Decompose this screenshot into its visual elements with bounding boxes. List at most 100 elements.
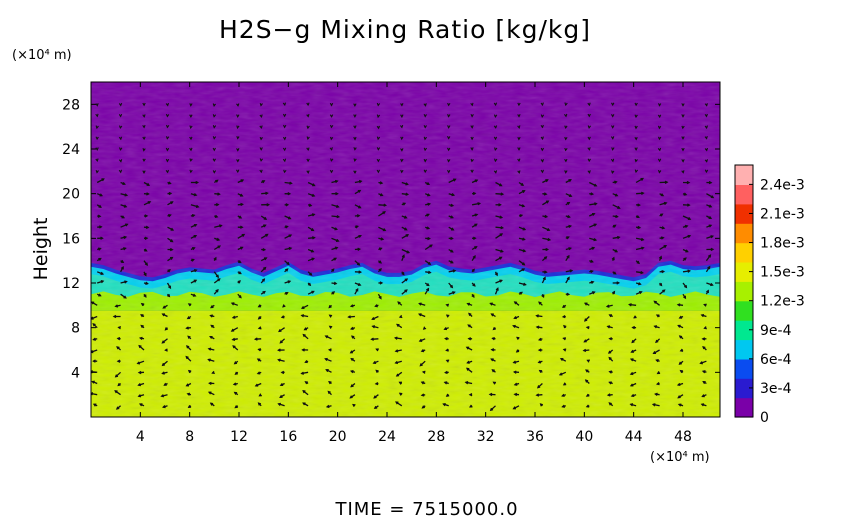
velocity-vector-head <box>634 169 639 174</box>
velocity-vector-head <box>660 236 665 240</box>
velocity-vector-head <box>540 114 545 119</box>
velocity-vector-head <box>161 340 165 344</box>
velocity-vector-head <box>123 204 128 208</box>
velocity-vector-head <box>306 102 310 107</box>
velocity-vector-head <box>138 344 142 349</box>
velocity-vector-head <box>703 303 707 307</box>
velocity-vector-head <box>304 381 308 385</box>
velocity-vector-head <box>280 315 285 319</box>
velocity-vector <box>448 178 456 184</box>
velocity-vector-head <box>583 318 588 322</box>
velocity-vector <box>706 193 714 199</box>
velocity-vector-head <box>472 283 476 287</box>
velocity-vector-head <box>562 382 567 386</box>
velocity-vector-head <box>402 202 407 206</box>
velocity-vector-head <box>651 403 656 407</box>
velocity-vector-head <box>639 291 643 295</box>
velocity-vector-head <box>375 369 379 373</box>
velocity-vector-head <box>92 359 96 363</box>
velocity-vector-head <box>418 302 422 306</box>
velocity-vector-head <box>400 103 404 107</box>
x-tick-label: 16 <box>279 429 297 445</box>
velocity-vector-head <box>427 261 432 265</box>
velocity-vector-head <box>564 102 568 107</box>
velocity-vector-head <box>146 192 150 196</box>
velocity-vector-head <box>187 404 192 409</box>
velocity-vector-head <box>207 358 211 362</box>
velocity-vector-head <box>145 281 149 286</box>
velocity-vector-head <box>170 239 174 243</box>
velocity-vector-head <box>445 393 450 397</box>
velocity-vector-head <box>262 290 266 295</box>
velocity-vector-head <box>629 403 634 407</box>
velocity-vector-head <box>330 158 334 162</box>
colorbar-label: 2.1e-3 <box>760 206 805 222</box>
velocity-vector-head <box>259 136 263 141</box>
velocity-vector-head <box>231 315 236 319</box>
velocity-vector-head <box>164 348 168 352</box>
velocity-vector-head <box>373 405 378 409</box>
velocity-vector <box>378 204 386 206</box>
velocity-vector <box>307 181 315 187</box>
velocity-vector-head <box>137 394 142 398</box>
velocity-vector <box>495 193 504 195</box>
velocity-vector-head <box>517 158 521 163</box>
velocity-vector-head <box>540 169 545 174</box>
x-tick-label: 36 <box>526 429 544 445</box>
velocity-vector-head <box>259 169 263 174</box>
velocity-vector-head <box>444 337 448 341</box>
colorbar-label: 3e-4 <box>760 381 792 397</box>
velocity-vector-head <box>701 337 706 341</box>
velocity-vector-head <box>567 215 571 219</box>
velocity-vector-head <box>259 125 263 130</box>
velocity-vector-head <box>491 369 495 373</box>
velocity-vector-head <box>193 223 198 227</box>
velocity-vector <box>378 211 386 217</box>
velocity-vector-head <box>587 102 591 107</box>
velocity-vector-head <box>611 256 615 261</box>
velocity-vector-head <box>522 227 527 231</box>
velocity-vector-head <box>123 235 128 240</box>
velocity-vector-head <box>165 113 170 118</box>
velocity-vector-head <box>163 382 167 386</box>
velocity-vector-head <box>213 256 217 261</box>
velocity-vector-head <box>349 350 354 354</box>
velocity-vector-head <box>265 191 269 195</box>
velocity-vector-head <box>499 233 504 237</box>
velocity-vector-head <box>593 238 598 242</box>
velocity-vector-head <box>95 136 99 141</box>
velocity-vector-head <box>564 158 568 163</box>
velocity-vector-head <box>547 237 552 242</box>
velocity-vector-head <box>285 291 289 296</box>
x-tick-label: 28 <box>427 429 445 445</box>
velocity-vector-head <box>630 349 634 353</box>
velocity-vector-head <box>535 314 539 318</box>
velocity-vector-head <box>325 369 329 373</box>
velocity-vector-head <box>212 125 217 129</box>
velocity-vector-head <box>423 158 427 163</box>
velocity-vector-head <box>447 158 451 163</box>
velocity-vector-head <box>634 147 638 151</box>
velocity-vector-head <box>474 213 479 217</box>
velocity-vector-head <box>605 304 610 308</box>
velocity-vector-head <box>470 158 474 163</box>
velocity-vector-head <box>351 335 355 339</box>
velocity-vector-head <box>703 326 707 330</box>
velocity-vector-head <box>161 362 166 367</box>
velocity-vector-head <box>683 285 688 289</box>
colorbar-segment <box>735 165 753 185</box>
velocity-vector-head <box>513 316 517 320</box>
velocity-vector-head <box>185 383 190 387</box>
velocity-vector-head <box>308 203 313 207</box>
velocity-vector-head <box>423 113 427 118</box>
velocity-vector-head <box>311 213 316 217</box>
velocity-vector-head <box>490 358 494 362</box>
velocity-vector-head <box>470 136 474 141</box>
velocity-vector-head <box>471 268 475 272</box>
velocity-vector-head <box>587 158 591 163</box>
velocity-vector-head <box>637 225 642 230</box>
velocity-vector-head <box>92 337 96 341</box>
velocity-vector-head <box>707 254 712 258</box>
velocity-vector-head <box>466 302 471 306</box>
velocity-vector-head <box>404 289 408 293</box>
